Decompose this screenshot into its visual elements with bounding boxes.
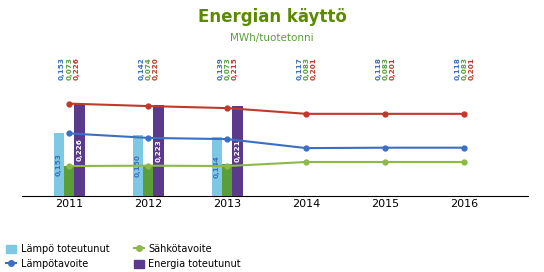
- Text: 0,083: 0,083: [304, 57, 310, 80]
- Bar: [64, 166, 75, 196]
- Text: 0,144: 0,144: [214, 155, 220, 178]
- Text: 0,083: 0,083: [461, 57, 467, 80]
- Text: 0,074: 0,074: [145, 169, 151, 192]
- Text: 0,150: 0,150: [135, 154, 141, 177]
- Text: 0,083: 0,083: [382, 57, 388, 80]
- Text: 0,153: 0,153: [56, 153, 62, 176]
- Text: 0,073: 0,073: [224, 57, 230, 80]
- Bar: [222, 164, 232, 196]
- Text: 0,077: 0,077: [224, 169, 230, 191]
- Text: Energian käyttö: Energian käyttö: [197, 8, 347, 26]
- Text: 0,201: 0,201: [390, 57, 395, 80]
- Text: 0,226: 0,226: [73, 57, 79, 80]
- Bar: [75, 104, 85, 196]
- Text: 0,201: 0,201: [468, 57, 474, 80]
- Text: 0,220: 0,220: [152, 57, 158, 80]
- Bar: [153, 105, 164, 196]
- Text: 0,073: 0,073: [66, 57, 72, 80]
- Bar: [133, 135, 143, 196]
- Text: 0,139: 0,139: [217, 57, 223, 80]
- Bar: [143, 166, 153, 196]
- Text: 0,074: 0,074: [145, 57, 151, 80]
- Text: 0,223: 0,223: [156, 139, 162, 162]
- Text: 0,153: 0,153: [59, 57, 65, 80]
- Text: 0,226: 0,226: [77, 138, 83, 161]
- Text: 0,073: 0,073: [66, 169, 72, 192]
- Text: 0,118: 0,118: [375, 57, 381, 80]
- Text: 0,142: 0,142: [138, 57, 144, 80]
- Text: 0,221: 0,221: [234, 139, 240, 162]
- Text: 0,118: 0,118: [454, 57, 460, 80]
- Bar: [212, 137, 222, 196]
- Text: 0,201: 0,201: [311, 57, 317, 80]
- Bar: [232, 106, 243, 196]
- Legend: Lämpö toteutunut, Lämpötavoite, Sähkö toteutunut, Sähkötavoite, Energia toteutun: Lämpö toteutunut, Lämpötavoite, Sähkö to…: [7, 244, 241, 272]
- Text: 0,117: 0,117: [296, 57, 302, 80]
- Bar: [54, 134, 64, 196]
- Text: 0,215: 0,215: [231, 57, 237, 80]
- Text: MWh/tuotetonni: MWh/tuotetonni: [230, 33, 314, 43]
